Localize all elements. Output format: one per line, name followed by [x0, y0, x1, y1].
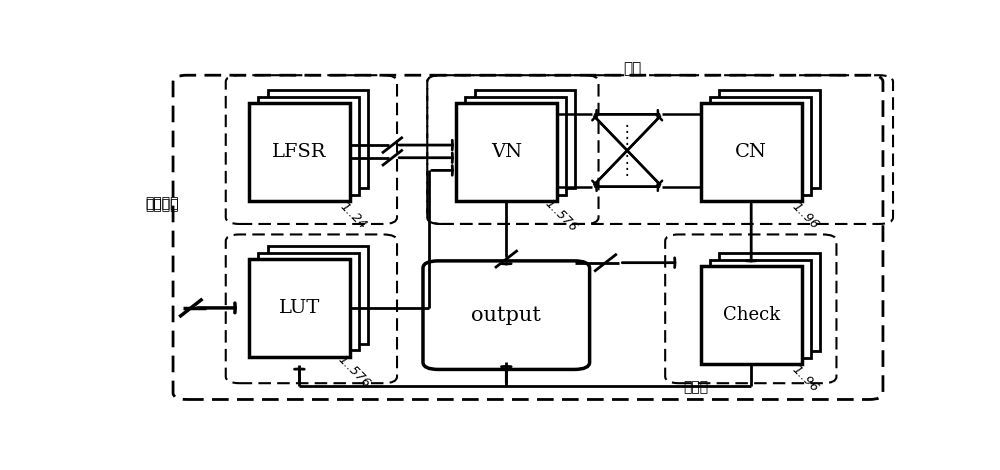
Text: ⋮: ⋮: [619, 160, 636, 178]
Text: 终止位: 终止位: [683, 381, 708, 394]
FancyBboxPatch shape: [268, 246, 368, 344]
Text: LFSR: LFSR: [272, 143, 327, 161]
FancyBboxPatch shape: [701, 103, 802, 201]
FancyBboxPatch shape: [710, 97, 811, 195]
FancyBboxPatch shape: [249, 103, 350, 201]
Text: Check: Check: [723, 306, 780, 324]
FancyBboxPatch shape: [719, 90, 820, 188]
FancyBboxPatch shape: [701, 266, 802, 364]
Text: 1..24: 1..24: [338, 200, 370, 232]
FancyBboxPatch shape: [258, 252, 359, 350]
Text: output: output: [471, 306, 541, 325]
Text: 1..96: 1..96: [790, 200, 821, 232]
FancyBboxPatch shape: [258, 97, 359, 195]
Text: 1..576: 1..576: [335, 352, 372, 390]
Text: VN: VN: [491, 143, 522, 161]
FancyBboxPatch shape: [701, 266, 802, 364]
Text: 交织: 交织: [624, 62, 642, 77]
FancyBboxPatch shape: [268, 90, 368, 188]
FancyBboxPatch shape: [249, 259, 350, 357]
FancyBboxPatch shape: [249, 103, 350, 201]
Text: LUT: LUT: [279, 299, 320, 317]
FancyBboxPatch shape: [719, 253, 820, 351]
Text: 信道信息: 信道信息: [145, 198, 179, 212]
Text: ⋮: ⋮: [619, 124, 636, 141]
FancyBboxPatch shape: [423, 261, 590, 369]
FancyBboxPatch shape: [456, 103, 557, 201]
Text: 信道信息: 信道信息: [145, 196, 179, 210]
Text: CN: CN: [735, 143, 767, 161]
FancyBboxPatch shape: [710, 260, 811, 358]
FancyBboxPatch shape: [249, 259, 350, 357]
FancyBboxPatch shape: [456, 103, 557, 201]
FancyBboxPatch shape: [475, 90, 575, 188]
FancyBboxPatch shape: [465, 97, 566, 195]
Text: 1..576: 1..576: [542, 197, 579, 235]
FancyBboxPatch shape: [701, 103, 802, 201]
Text: 1..96: 1..96: [790, 362, 821, 394]
Text: ⋮: ⋮: [619, 141, 636, 159]
